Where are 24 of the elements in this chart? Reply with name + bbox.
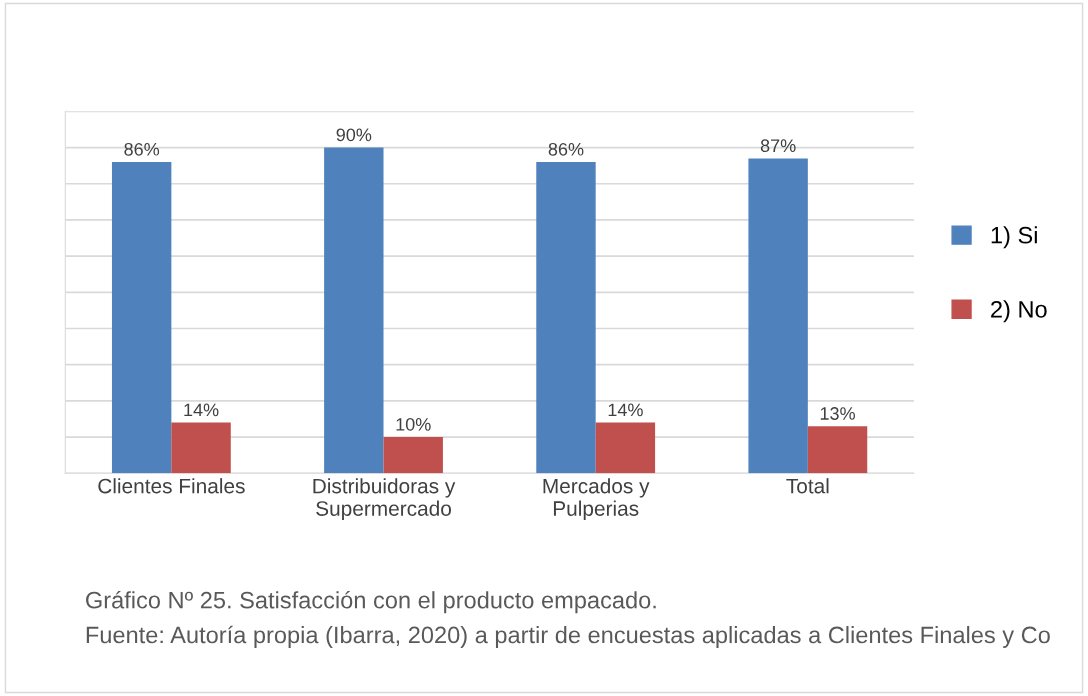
data-label: 10%: [396, 417, 431, 431]
bar: [595, 422, 656, 474]
bar: [324, 147, 384, 474]
text: Gráfico Nº 25. Satisfacción con el producto empacado.: [86, 590, 656, 614]
x-tick-label: Mercados y Pulperias: [543, 478, 650, 520]
source-note: Fuente: Autoría propia (Ibarra, 2020) a partir de encuestas aplicadas a Clientes Finales y Co: [86, 625, 1050, 648]
data-label: 86%: [124, 142, 160, 156]
bar: [748, 158, 808, 474]
data-label: 14%: [184, 403, 219, 417]
x-tick-label: Distribuidoras y Supermercado: [313, 478, 456, 520]
data-label: 14%: [608, 403, 643, 417]
bar: [536, 162, 596, 474]
bar: [383, 437, 443, 474]
x-tick-label: Clientes Finales: [98, 478, 245, 494]
legend-label: 2) No: [991, 300, 1047, 323]
data-label: 13%: [820, 407, 855, 420]
data-label: 86%: [548, 142, 584, 156]
bar: [807, 426, 868, 474]
data-label: 87%: [760, 139, 796, 153]
bar: [171, 422, 231, 474]
data-label: 90%: [336, 128, 372, 142]
x-tick-label: Total: [786, 478, 829, 494]
legend-label: 1) Si: [991, 226, 1037, 249]
bar: [111, 162, 172, 474]
